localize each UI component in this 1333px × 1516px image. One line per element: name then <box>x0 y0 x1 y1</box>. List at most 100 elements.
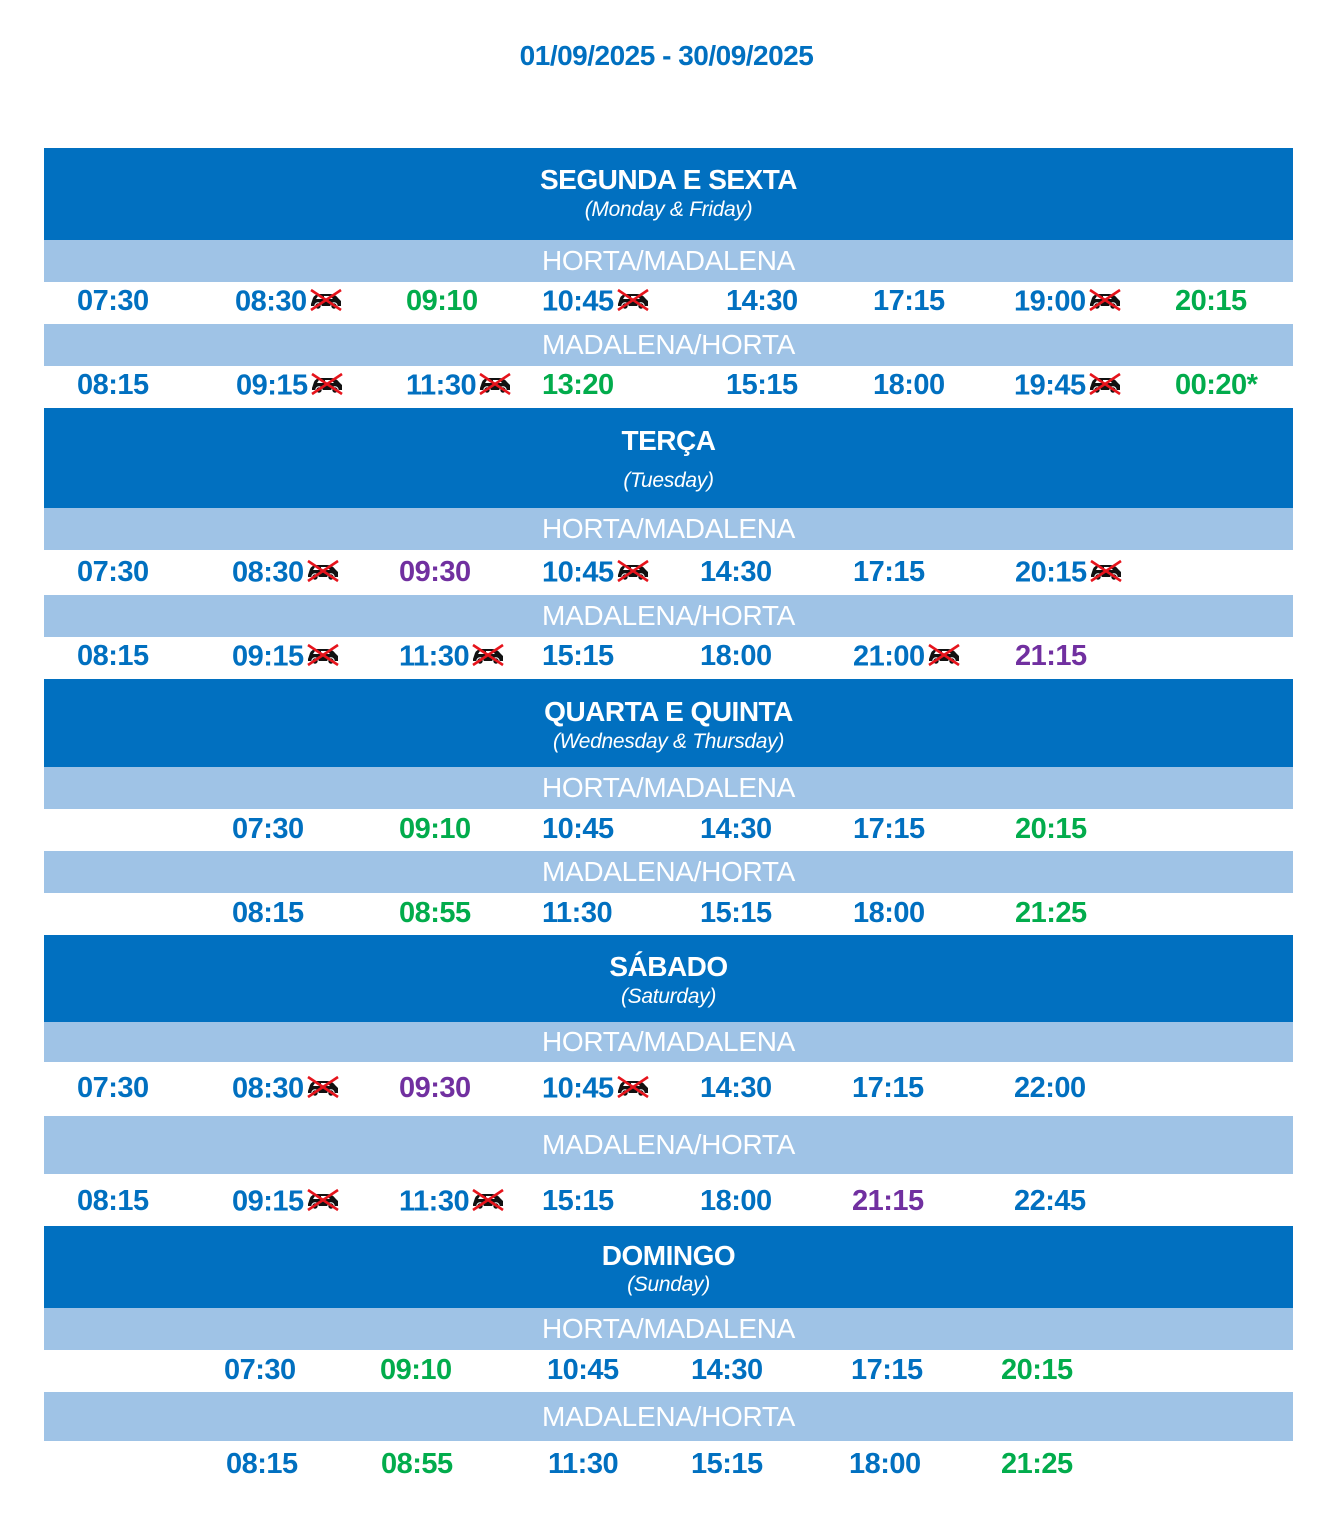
no-car-icon <box>308 287 344 319</box>
departure-time: 21:15 <box>1015 642 1087 671</box>
departure-time: 10:45 <box>547 1356 619 1385</box>
times-row <box>44 809 1293 851</box>
no-car-icon <box>305 1187 341 1219</box>
departure-time-text: 20:15 <box>1015 556 1087 589</box>
departure-time-text: 08:15 <box>77 640 149 672</box>
departure-time-text: 10:45 <box>542 813 614 845</box>
departure-time: 14:30 <box>700 1074 772 1103</box>
day-header-wednesday-thursday: QUARTA E QUINTA (Wednesday & Thursday) <box>44 679 1293 767</box>
route-band-madalena-horta: MADALENA/HORTA <box>44 1116 1293 1174</box>
no-car-icon <box>470 642 506 674</box>
departure-time-text: 19:45 <box>1014 369 1086 402</box>
departure-time: 13:20 <box>542 371 614 400</box>
day-title: SÁBADO <box>609 951 728 982</box>
times-row <box>44 550 1293 595</box>
departure-time-text: 08:15 <box>232 897 304 929</box>
departure-time-text: 21:25 <box>1015 897 1087 929</box>
departure-time-text: 18:00 <box>700 1185 772 1217</box>
departure-time-text: 15:15 <box>542 640 614 672</box>
day-subtitle: (Sunday) <box>627 1273 710 1296</box>
departure-time: 20:15 <box>1015 558 1124 590</box>
departure-time-text: 09:10 <box>406 285 478 317</box>
date-range: 01/09/2025 - 30/09/2025 <box>519 40 814 71</box>
no-car-icon <box>615 287 651 319</box>
departure-time-text: 14:30 <box>726 285 798 317</box>
departure-time-text: 22:00 <box>1014 1072 1086 1104</box>
departure-time-text: 08:55 <box>381 1448 453 1480</box>
departure-time: 09:30 <box>399 1074 471 1103</box>
departure-time-text: 07:30 <box>77 556 149 588</box>
departure-time: 14:30 <box>691 1356 763 1385</box>
day-header-saturday: SÁBADO (Saturday) <box>44 935 1293 1022</box>
departure-time-text: 08:15 <box>77 1185 149 1217</box>
day-header-monday-friday: SEGUNDA E SEXTA (Monday & Friday) <box>44 148 1293 240</box>
departure-time: 09:10 <box>406 287 478 316</box>
day-title: SEGUNDA E SEXTA <box>540 164 797 195</box>
departure-time: 18:00 <box>853 899 925 928</box>
no-car-icon <box>309 371 345 403</box>
departure-time-text: 10:45 <box>542 285 614 318</box>
times-row <box>44 1174 1293 1226</box>
departure-time-text: 22:45 <box>1014 1185 1086 1217</box>
departure-time-text: 17:15 <box>853 556 925 588</box>
departure-time-text: 20:15 <box>1015 813 1087 845</box>
departure-time: 17:15 <box>852 1074 924 1103</box>
departure-time: 00:20* <box>1175 371 1258 400</box>
departure-time: 09:15 <box>232 1187 341 1219</box>
departure-time: 09:30 <box>399 558 471 587</box>
no-car-icon <box>305 1074 341 1106</box>
departure-time: 08:30 <box>232 1074 341 1106</box>
day-title: DOMINGO <box>601 1240 736 1271</box>
departure-time-text: 08:30 <box>232 1072 304 1105</box>
departure-time: 07:30 <box>77 1074 149 1103</box>
departure-time: 19:45 <box>1014 371 1123 403</box>
departure-time-text: 21:25 <box>1001 1448 1073 1480</box>
departure-time: 15:15 <box>700 899 772 928</box>
times-row <box>44 282 1293 324</box>
departure-time: 14:30 <box>700 815 772 844</box>
departure-time-text: 11:30 <box>548 1448 619 1480</box>
day-subtitle: (Tuesday) <box>623 469 714 492</box>
departure-time: 08:15 <box>226 1450 298 1479</box>
departure-time: 07:30 <box>232 815 304 844</box>
times-row <box>44 893 1293 935</box>
times-row <box>44 1062 1293 1116</box>
departure-time-text: 13:20 <box>542 369 614 401</box>
departure-time: 08:15 <box>77 371 149 400</box>
departure-time-text: 21:15 <box>852 1185 924 1217</box>
no-car-icon <box>470 1187 506 1219</box>
day-subtitle: (Monday & Friday) <box>584 198 753 221</box>
departure-time-text: 08:55 <box>399 897 471 929</box>
departure-time-text: 18:00 <box>849 1448 921 1480</box>
departure-time: 20:15 <box>1015 815 1087 844</box>
departure-time-text: 09:30 <box>399 1072 471 1104</box>
departure-time-text: 11:30 <box>399 1185 470 1218</box>
departure-time-text: 07:30 <box>77 1072 149 1104</box>
no-car-icon <box>615 558 651 590</box>
times-row <box>44 1441 1293 1491</box>
no-car-icon <box>305 558 341 590</box>
departure-time-text: 15:15 <box>700 897 772 929</box>
departure-time: 08:15 <box>77 1187 149 1216</box>
route-band-horta-madalena: HORTA/MADALENA <box>44 1308 1293 1350</box>
departure-time-text: 14:30 <box>700 813 772 845</box>
departure-time: 09:15 <box>236 371 345 403</box>
departure-time: 18:00 <box>700 642 772 671</box>
departure-time-text: 10:45 <box>547 1354 619 1386</box>
route-band-horta-madalena: HORTA/MADALENA <box>44 508 1293 550</box>
departure-time: 17:15 <box>851 1356 923 1385</box>
departure-time-text: 14:30 <box>700 556 772 588</box>
departure-time: 10:45 <box>542 558 651 590</box>
departure-time: 11:30 <box>399 1187 506 1219</box>
day-header-tuesday: TERÇA (Tuesday) <box>44 408 1293 508</box>
departure-time: 19:00 <box>1014 287 1123 319</box>
departure-time: 11:30 <box>399 642 506 674</box>
departure-time: 22:45 <box>1014 1187 1086 1216</box>
departure-time: 14:30 <box>726 287 798 316</box>
departure-time-text: 09:30 <box>399 556 471 588</box>
departure-time: 08:30 <box>232 558 341 590</box>
departure-time: 08:55 <box>399 899 471 928</box>
departure-time-text: 15:15 <box>691 1448 763 1480</box>
departure-time: 18:00 <box>873 371 945 400</box>
times-row <box>44 1350 1293 1392</box>
